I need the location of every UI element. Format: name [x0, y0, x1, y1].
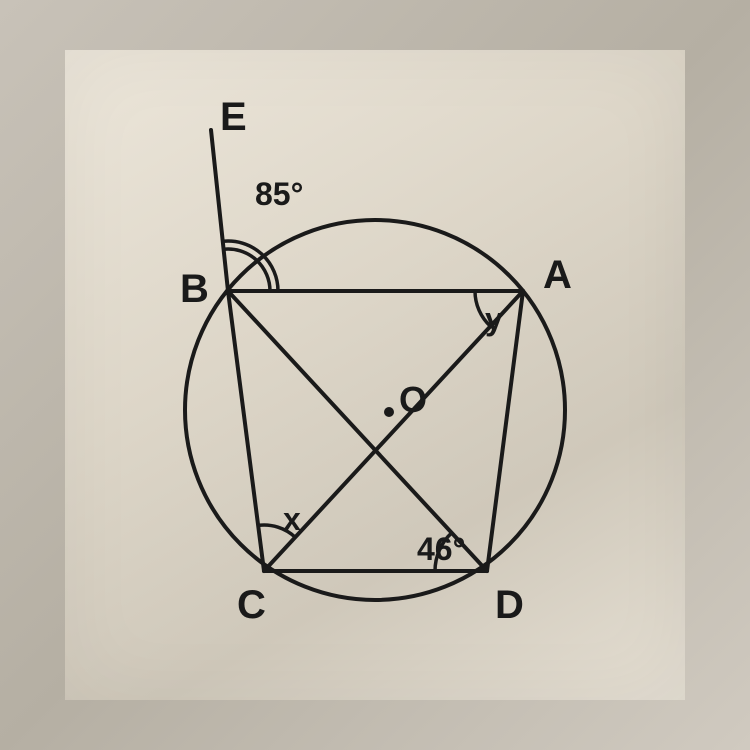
- geometry-svg: E B A C D O 85° y x 46°: [65, 50, 685, 700]
- label-E: E: [220, 95, 247, 139]
- label-C: C: [237, 583, 266, 627]
- segment-BC: [228, 291, 264, 571]
- label-O: O: [399, 379, 427, 420]
- label-A: A: [543, 253, 572, 297]
- angle-label-y: y: [485, 301, 503, 337]
- center-dot: [384, 407, 394, 417]
- angle-label-46: 46°: [417, 531, 465, 567]
- label-D: D: [495, 583, 524, 627]
- angle-label-x: x: [283, 501, 301, 537]
- angle-label-85: 85°: [255, 176, 303, 212]
- segment-BE: [211, 130, 228, 291]
- diagram-container: E B A C D O 85° y x 46°: [65, 50, 685, 700]
- segment-BD: [228, 291, 487, 571]
- label-B: B: [180, 267, 209, 311]
